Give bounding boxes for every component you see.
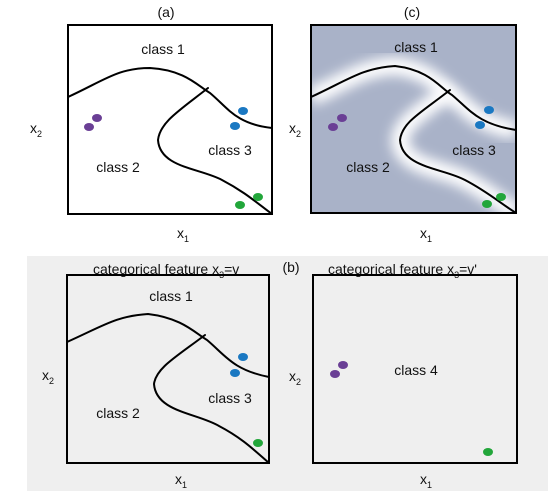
- panel-b-right-frame: [312, 274, 518, 464]
- panel-b-left-ylabel: x2: [42, 367, 54, 386]
- panel-c-class-1: class 1: [394, 39, 438, 55]
- panel-b-right-class-4: class 4: [394, 362, 438, 378]
- panel-b-tag: (b): [282, 259, 299, 275]
- panel-c-point-purple: [328, 123, 338, 131]
- panel-a-xlabel: x1: [177, 225, 189, 244]
- panel-a-frame: [67, 24, 273, 215]
- panel-b-right-point-purple: [338, 361, 348, 369]
- panel-b-left-class-2: class 2: [96, 405, 140, 421]
- panel-b-right: categorical feature x3=v' class 4 x1 x2: [289, 261, 518, 490]
- panel-c-point-green: [482, 200, 492, 208]
- panel-a-point-purple: [84, 123, 94, 131]
- panel-c-frame: [310, 24, 517, 214]
- panel-b-right-point-purple: [330, 370, 340, 378]
- panel-a-tag: (a): [157, 4, 174, 20]
- panel-b-right-ylabel: x2: [289, 368, 301, 387]
- panel-b-left-point-blue: [238, 353, 248, 361]
- bottom-panel-background: [27, 256, 548, 491]
- panel-b-left-boundary-upper: [66, 313, 270, 378]
- panel-a-point-purple: [92, 114, 102, 122]
- panel-b-left-xlabel: x1: [175, 471, 187, 490]
- panel-c-tag: (c): [404, 4, 420, 20]
- panel-c-class-2: class 2: [346, 159, 390, 175]
- panel-a-point-blue: [230, 122, 240, 130]
- panel-b-left-class-3: class 3: [208, 390, 252, 406]
- panel-c-boundary-lower: [399, 89, 517, 214]
- panel-b-left-frame: [66, 274, 270, 464]
- panel-c-point-green: [496, 193, 506, 201]
- panel-b-left-point-blue: [230, 369, 240, 377]
- panel-b-left-header: categorical feature x3=v: [93, 261, 239, 280]
- panel-c-point-purple: [337, 114, 347, 122]
- panel-a-point-green: [235, 201, 245, 209]
- panel-c-ylabel: x2: [289, 120, 301, 139]
- panel-c-boundary-upper: [310, 65, 517, 131]
- panel-c-xlabel: x1: [420, 225, 432, 244]
- panel-b-right-point-green: [483, 448, 493, 456]
- panel-c-class-3: class 3: [452, 142, 496, 158]
- panel-a-point-blue: [238, 107, 248, 115]
- panel-b-left-point-green: [253, 439, 263, 447]
- panel-c-point-blue: [475, 121, 485, 129]
- panel-b-left-boundary-lower: [153, 334, 270, 464]
- panel-b: (b) categorical feature x3=v class 1 cla…: [42, 259, 518, 490]
- panel-a: (a) class 1 class 2 class 3 x1 x2: [30, 4, 273, 244]
- panel-a-class-2: class 2: [96, 159, 140, 175]
- panel-a-class-3: class 3: [208, 142, 252, 158]
- panel-a-class-1: class 1: [141, 41, 185, 57]
- panel-b-left: categorical feature x3=v class 1 class 2…: [42, 261, 270, 490]
- panel-b-left-class-1: class 1: [149, 288, 193, 304]
- panel-a-boundary-lower: [157, 87, 273, 215]
- panel-c: (c) class 1 class 2 class 3 x1 x2: [289, 4, 517, 244]
- panel-a-point-green: [253, 193, 263, 201]
- panel-c-point-blue: [484, 106, 494, 114]
- panel-b-right-xlabel: x1: [420, 471, 432, 490]
- panel-a-boundary-upper: [67, 67, 273, 129]
- panel-a-ylabel: x2: [30, 120, 42, 139]
